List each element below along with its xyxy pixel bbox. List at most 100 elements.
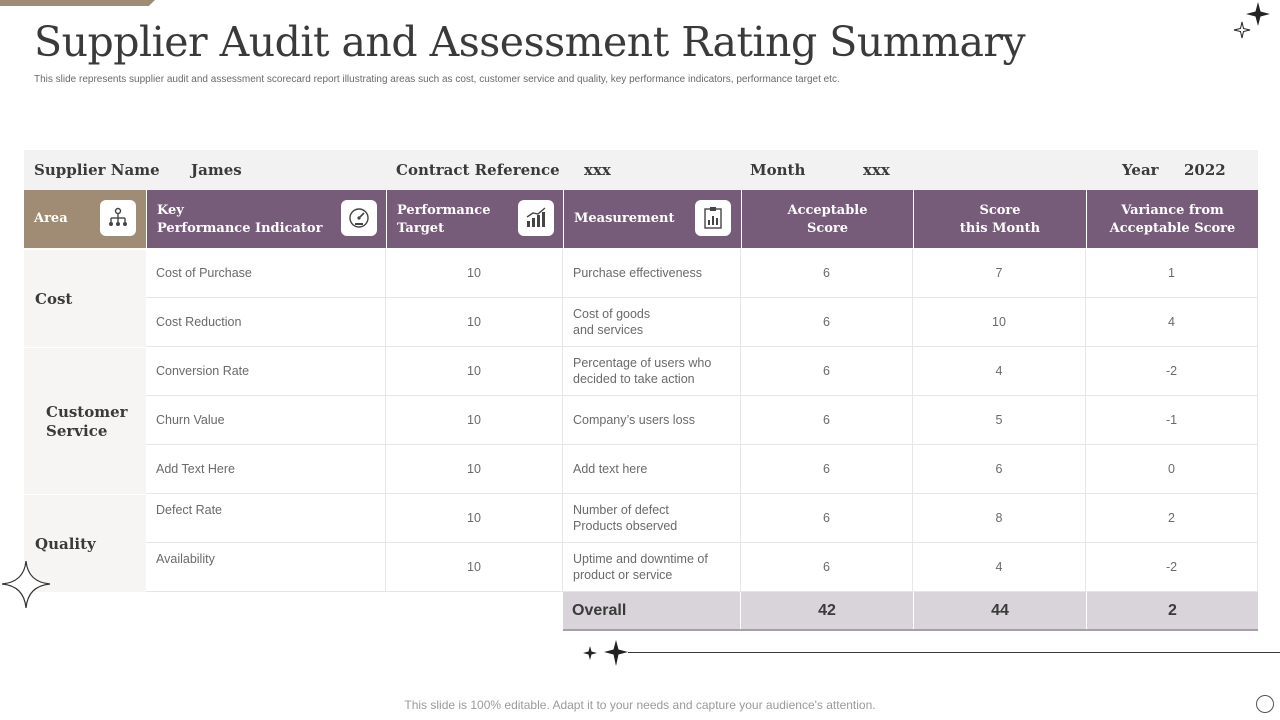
table-row: Availability 10 Uptime and downtime of pr… xyxy=(146,543,1258,592)
area-quality: Quality xyxy=(24,494,146,592)
measurement-cell-line2: Products observed xyxy=(573,519,678,533)
info-bar: Supplier Name James Contract Reference x… xyxy=(24,150,1258,190)
area-customer-service: Customer Service xyxy=(24,347,146,494)
variance-cell: 1 xyxy=(1168,266,1175,280)
acceptable-cell: 6 xyxy=(823,364,830,378)
header-area: Area xyxy=(24,190,146,248)
acceptable-cell: 6 xyxy=(823,560,830,574)
header-score-line1: Score xyxy=(979,203,1021,218)
month-label: Month xyxy=(750,161,806,179)
measurement-cell-line2: and services xyxy=(573,323,644,337)
header-target-line1: Performance xyxy=(397,203,491,218)
kpi-cell: Cost Reduction xyxy=(156,315,242,329)
score-cell: 8 xyxy=(995,511,1003,525)
header-kpi: Key Performance Indicator xyxy=(146,190,386,248)
table-row: Add Text Here 10 Add text here 6 6 0 xyxy=(146,445,1258,494)
score-cell: 6 xyxy=(995,462,1003,476)
target-cell: 10 xyxy=(467,364,481,378)
score-cell: 4 xyxy=(995,364,1003,378)
variance-cell: -1 xyxy=(1165,413,1178,427)
clipboard-chart-icon xyxy=(695,200,731,236)
year-value: 2022 xyxy=(1184,161,1226,179)
acceptable-cell: 6 xyxy=(823,462,830,476)
header-measurement: Measurement xyxy=(563,190,741,248)
kpi-cell: Defect Rate xyxy=(156,503,223,517)
variance-cell: 4 xyxy=(1168,315,1175,329)
header-score-line2: this Month xyxy=(959,221,1041,236)
variance-cell: -2 xyxy=(1165,364,1178,378)
header-acceptable-score: Acceptable Score xyxy=(741,190,913,248)
kpi-cell: Cost of Purchase xyxy=(156,266,252,280)
supplier-name-label: Supplier Name xyxy=(34,161,160,179)
measurement-cell: Purchase effectiveness xyxy=(573,266,703,280)
header-measurement-label: Measurement xyxy=(574,211,675,226)
score-cell: 7 xyxy=(995,266,1003,280)
target-cell: 10 xyxy=(467,560,481,574)
contract-reference-label: Contract Reference xyxy=(396,161,560,179)
sparkle-outline-icon xyxy=(2,560,51,609)
target-cell: 10 xyxy=(467,315,481,329)
target-cell: 10 xyxy=(467,511,481,525)
measurement-cell-line1: Percentage of users who xyxy=(573,356,712,370)
overall-variance: 2 xyxy=(1168,602,1177,619)
table-row: Conversion Rate 10 Percentage of users w… xyxy=(146,347,1258,396)
table-row: Cost Reduction 10 Cost of goods and servi… xyxy=(146,298,1258,347)
measurement-cell-line2: product or service xyxy=(573,568,673,582)
variance-cell: 2 xyxy=(1168,511,1175,525)
header-variance-line2: Acceptable Score xyxy=(1109,221,1236,236)
kpi-cell: Add Text Here xyxy=(156,462,235,476)
variance-cell: -2 xyxy=(1165,560,1178,574)
year-label: Year xyxy=(1122,161,1159,179)
measurement-cell-line1: Number of defect xyxy=(573,503,669,517)
table-row: Defect Rate 10 Number of defect Products … xyxy=(146,494,1258,543)
overall-label: Overall xyxy=(572,602,627,619)
header-area-label: Area xyxy=(34,211,68,226)
target-cell: 10 xyxy=(467,413,481,427)
measurement-cell-line1: Uptime and downtime of xyxy=(573,552,708,566)
header-acceptable-line2: Score xyxy=(806,221,849,236)
footer-note: This slide is 100% editable. Adapt it to… xyxy=(404,698,876,712)
score-cell: 4 xyxy=(995,560,1003,574)
header-score-this-month: Score this Month xyxy=(913,190,1086,248)
kpi-cell: Conversion Rate xyxy=(156,364,250,378)
header-kpi-line2: Performance Indicator xyxy=(157,221,323,236)
contract-reference-value: xxx xyxy=(584,161,611,179)
area-cost: Cost xyxy=(24,249,146,347)
circle-icon xyxy=(1256,695,1274,713)
score-cell: 5 xyxy=(995,413,1003,427)
target-cell: 10 xyxy=(467,462,481,476)
table-row: Cost of Purchase 10 Purchase effectivene… xyxy=(146,249,1258,298)
area-cs-line2: Service xyxy=(46,422,108,440)
acceptable-cell: 6 xyxy=(823,413,830,427)
corner-tab-decoration xyxy=(0,0,155,6)
measurement-cell: Add text here xyxy=(573,462,648,476)
speedometer-icon xyxy=(341,200,377,236)
kpi-cell: Churn Value xyxy=(156,413,225,427)
measurement-cell-line1: Cost of goods xyxy=(573,307,651,321)
page-title: Supplier Audit and Assessment Rating Sum… xyxy=(34,18,1026,66)
variance-cell: 0 xyxy=(1168,462,1175,476)
measurement-cell: Company’s users loss xyxy=(573,413,696,427)
growth-chart-icon xyxy=(518,200,554,236)
overall-acceptable: 42 xyxy=(818,602,836,619)
table-row: Churn Value 10 Company’s users loss 6 5 … xyxy=(146,396,1258,445)
hierarchy-icon xyxy=(100,200,136,236)
measurement-cell-line2: decided to take action xyxy=(573,372,695,386)
header-variance-line1: Variance from xyxy=(1121,203,1224,218)
acceptable-cell: 6 xyxy=(823,266,830,280)
area-cs-line1: Customer xyxy=(46,403,128,421)
kpi-cell: Availability xyxy=(156,552,215,566)
overall-row: Overall 42 44 2 xyxy=(563,592,1258,631)
header-acceptable-line1: Acceptable xyxy=(787,203,868,218)
header-kpi-line1: Key xyxy=(157,203,184,218)
area-cost-label: Cost xyxy=(35,290,73,308)
area-quality-label: Quality xyxy=(35,535,96,553)
month-value: xxx xyxy=(863,161,890,179)
score-cell: 10 xyxy=(992,315,1006,329)
header-performance-target: Performance Target xyxy=(386,190,563,248)
overall-score: 44 xyxy=(991,602,1009,619)
divider-line xyxy=(628,652,1280,653)
sparkle-pair-icon xyxy=(583,640,628,666)
supplier-name-value: James xyxy=(191,161,242,179)
sparkle-icon xyxy=(1233,2,1270,39)
